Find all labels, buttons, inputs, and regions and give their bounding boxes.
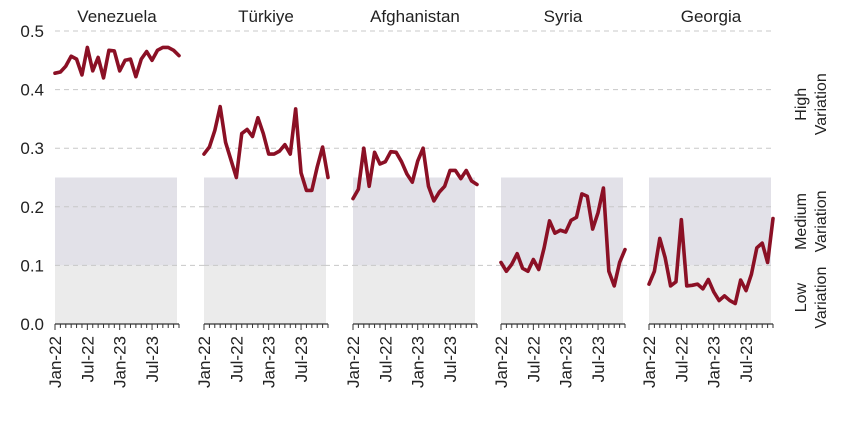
medium-variation-band	[353, 177, 475, 266]
medium-variation-band	[649, 177, 771, 266]
x-tick-label: Jul-22	[227, 336, 246, 382]
low-variation-band	[353, 265, 475, 324]
panel-title: Türkiye	[238, 7, 294, 26]
x-tick-label: Jan-23	[409, 336, 428, 388]
y-tick-label: 0.5	[20, 22, 44, 41]
band-label-line1: Medium	[793, 193, 810, 250]
panel-georgia: Georgia Jan-22 Jul-22 Jan-23 Jul-23	[640, 7, 775, 388]
x-tick-label: Jan-22	[195, 336, 214, 388]
y-tick-label: 0.3	[20, 139, 44, 158]
y-tick-label: 0.2	[20, 198, 44, 217]
series-line-syria	[499, 186, 627, 288]
medium-variation-band	[204, 177, 326, 266]
low-variation-band	[501, 265, 623, 324]
panel-venezuela: Venezuela Jan-22 Jul-22 Jan-23 Jul-23	[46, 7, 181, 388]
series-line-venezuela	[53, 45, 181, 80]
y-axis: 0.0 0.1 0.2 0.3 0.4 0.5	[20, 22, 44, 334]
panel-title: Syria	[544, 7, 583, 26]
x-tick-label: Jul-23	[737, 336, 756, 382]
band-label-line2: Variation	[813, 73, 830, 135]
series-line-georgia	[647, 216, 775, 306]
x-tick-label: Jul-23	[292, 336, 311, 382]
panel-syria: Syria Jan-22 Jul-22 Jan-23 Jul-23	[492, 7, 627, 388]
x-tick-label: Jan-23	[557, 336, 576, 388]
y-tick-label: 0.4	[20, 81, 44, 100]
band-label-line2: Variation	[813, 267, 830, 329]
series-line-türkiye	[202, 104, 330, 193]
x-tick-label: Jul-22	[78, 336, 97, 382]
x-tick-label: Jan-22	[344, 336, 363, 388]
panel-title: Afghanistan	[370, 7, 460, 26]
x-tick-label: Jul-22	[376, 336, 395, 382]
x-tick-label: Jul-22	[524, 336, 543, 382]
low-variation-band	[204, 265, 326, 324]
y-tick-label: 0.0	[20, 315, 44, 334]
series-line-afghanistan	[351, 146, 479, 203]
x-tick-label: Jan-23	[260, 336, 279, 388]
band-label-line1: Low	[793, 283, 810, 313]
band-label: High Variation	[793, 73, 830, 135]
x-tick-label: Jan-22	[46, 336, 65, 388]
band-label: Low Variation	[793, 267, 830, 329]
x-tick-label: Jan-23	[705, 336, 724, 388]
band-label: Medium Variation	[793, 190, 830, 252]
y-tick-label: 0.1	[20, 256, 44, 275]
panel-afghanistan: Afghanistan Jan-22 Jul-22 Jan-23 Jul-23	[344, 7, 479, 388]
low-variation-band	[55, 265, 177, 324]
band-label-line2: Variation	[813, 190, 830, 252]
x-tick-label: Jul-23	[441, 336, 460, 382]
x-tick-label: Jan-22	[492, 336, 511, 388]
x-tick-label: Jan-23	[111, 336, 130, 388]
band-label-line1: High	[793, 88, 810, 121]
panel-title: Venezuela	[77, 7, 157, 26]
x-tick-label: Jan-22	[640, 336, 659, 388]
medium-variation-band	[55, 177, 177, 266]
panel-türkiye: Türkiye Jan-22 Jul-22 Jan-23 Jul-23	[195, 7, 330, 388]
x-tick-label: Jul-23	[143, 336, 162, 382]
panel-title: Georgia	[681, 7, 742, 26]
x-tick-label: Jul-22	[672, 336, 691, 382]
x-tick-label: Jul-23	[589, 336, 608, 382]
